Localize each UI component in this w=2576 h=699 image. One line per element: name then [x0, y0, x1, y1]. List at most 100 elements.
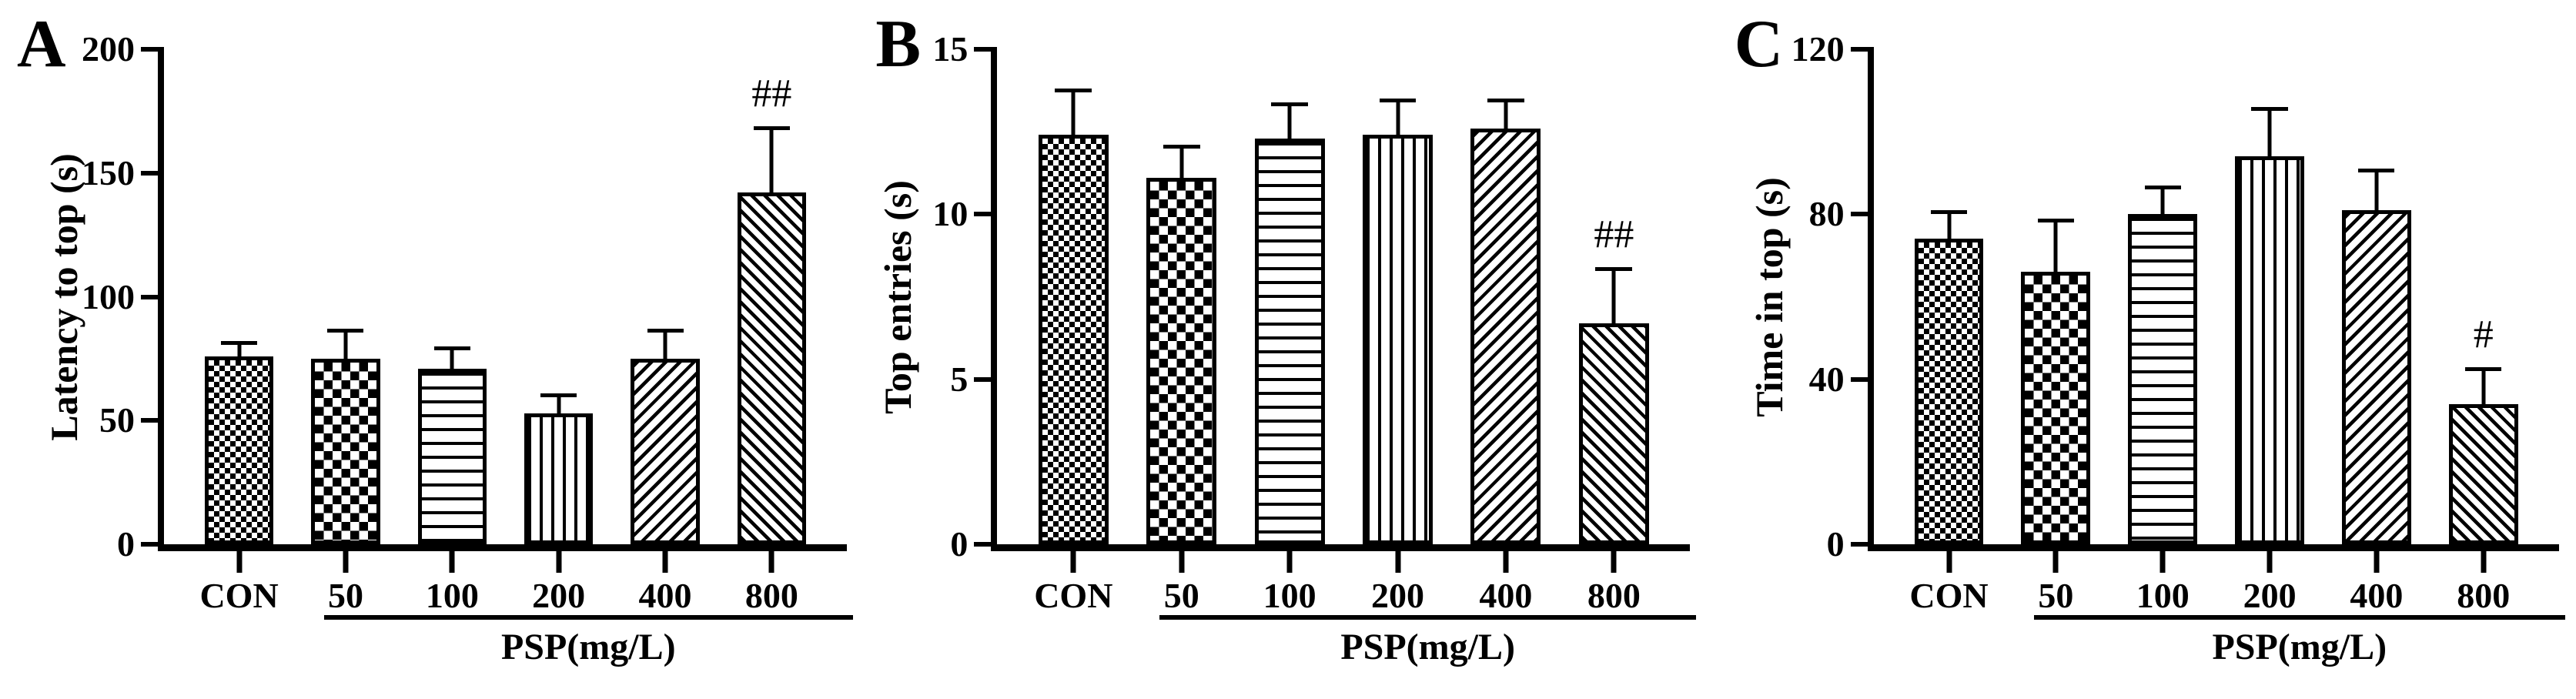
dose-group-label: PSP(mg/L) — [2212, 627, 2387, 667]
significance-annotation: ## — [1594, 212, 1634, 256]
error-bar — [1930, 209, 1968, 239]
error-bar-cap — [1271, 102, 1308, 106]
y-axis-tick — [1850, 376, 1874, 382]
error-bar-stem — [1504, 99, 1508, 129]
x-axis-tick — [1395, 551, 1401, 573]
y-axis-tick — [141, 542, 164, 547]
panel-c-plot-area: PSP(mg/L) 0 40 80 120 CON 50 100 200 400 800 # — [1791, 32, 2565, 667]
error-bar-cap — [1487, 99, 1524, 103]
error-bar-stem — [2481, 366, 2486, 404]
error-bar-cap — [2144, 185, 2181, 189]
y-axis-title-text: Time in top (s) — [1747, 176, 1791, 417]
bar-con — [1914, 239, 1984, 544]
error-bar-stem — [343, 329, 348, 359]
error-bar-cap — [1930, 209, 1968, 214]
error-bar — [2465, 366, 2502, 404]
bar-200 — [2235, 156, 2304, 544]
panel-b-y-axis-title: Top entries (s) — [855, 49, 940, 544]
error-bar-cap — [753, 125, 790, 130]
panel-c-y-axis-title: Time in top (s) — [1727, 49, 1812, 544]
y-axis-tick-label: 40 — [1808, 359, 1845, 399]
x-axis-tick — [768, 551, 774, 573]
x-axis-tick — [1179, 551, 1185, 573]
x-axis-tick — [2052, 551, 2059, 573]
bar-100 — [1254, 138, 1325, 544]
y-axis-tick-label: 10 — [932, 194, 969, 234]
panel-a-label: A — [17, 7, 66, 82]
x-axis-tick — [236, 551, 243, 573]
y-axis-tick — [1850, 47, 1874, 52]
error-bar-stem — [1947, 209, 1952, 239]
y-axis-tick-label: 0 — [1826, 524, 1845, 564]
error-bar — [2251, 107, 2288, 157]
y-axis-tick-label: 15 — [932, 29, 969, 69]
x-category-label: CON — [199, 576, 279, 615]
error-bar — [753, 125, 790, 193]
x-axis-tick — [1611, 551, 1617, 573]
dose-group-underline — [2033, 615, 2565, 620]
error-bar-cap — [221, 341, 258, 346]
x-category-label: 400 — [2350, 576, 2404, 615]
error-bar-stem — [237, 341, 242, 356]
error-bar — [221, 341, 258, 356]
y-axis-tick-label: 120 — [1791, 29, 1845, 69]
x-axis-tick — [556, 551, 562, 573]
y-axis-tick — [974, 542, 998, 547]
x-category-label: 100 — [2136, 576, 2190, 615]
bar-100 — [2128, 214, 2198, 544]
error-bar-stem — [1611, 266, 1616, 323]
x-category-label: 50 — [327, 576, 363, 615]
y-axis-tick — [141, 170, 164, 176]
error-bar — [1487, 99, 1524, 129]
error-bar-stem — [1287, 102, 1292, 139]
panel-a: A Latency to top (s) PSP(mg/L) 0 50 100 150… — [0, 0, 858, 699]
y-axis-tick — [141, 294, 164, 299]
dose-group-underline — [1159, 615, 1697, 620]
error-bar-cap — [433, 346, 470, 350]
significance-annotation: ## — [751, 71, 792, 115]
bar-800 — [2448, 403, 2518, 544]
error-bar — [2358, 169, 2395, 210]
y-axis-tick — [1850, 542, 1874, 547]
error-bar-stem — [450, 346, 454, 369]
x-axis-tick — [1946, 551, 1952, 573]
x-category-label: 800 — [2457, 576, 2511, 615]
error-bar — [327, 329, 364, 359]
y-axis-tick — [141, 418, 164, 423]
dose-group-underline — [323, 615, 853, 620]
error-bar-stem — [2160, 185, 2165, 215]
error-bar-stem — [557, 393, 561, 413]
error-bar-cap — [2251, 107, 2288, 112]
bar-200 — [524, 413, 594, 544]
bar-100 — [417, 368, 487, 544]
y-axis-tick-label: 200 — [82, 29, 135, 69]
x-category-label: 200 — [532, 576, 586, 615]
y-axis-tick — [1850, 212, 1874, 217]
error-bar — [433, 346, 470, 369]
bar-400 — [1470, 128, 1541, 544]
error-bar-cap — [540, 393, 577, 397]
y-axis-tick — [141, 47, 164, 52]
error-bar — [540, 393, 577, 413]
bar-400 — [2341, 209, 2411, 544]
error-bar-stem — [2053, 218, 2058, 273]
error-bar-stem — [1071, 89, 1076, 135]
y-axis-tick-label: 5 — [950, 359, 969, 399]
y-axis-tick — [974, 212, 998, 217]
error-bar — [1271, 102, 1308, 139]
x-category-label: 200 — [2243, 576, 2297, 615]
error-bar — [1163, 145, 1200, 179]
x-category-label: 400 — [638, 576, 692, 615]
x-axis-tick — [1286, 551, 1293, 573]
error-bar-cap — [1055, 89, 1092, 93]
error-bar-stem — [2374, 169, 2379, 210]
x-category-label: 200 — [1371, 576, 1425, 615]
error-bar — [1055, 89, 1092, 135]
x-axis-tick — [2374, 551, 2380, 573]
x-category-label: 800 — [744, 576, 798, 615]
y-axis-tick — [974, 376, 998, 382]
error-bar-cap — [1163, 145, 1200, 149]
error-bar-cap — [1379, 99, 1417, 103]
x-axis-tick — [662, 551, 668, 573]
